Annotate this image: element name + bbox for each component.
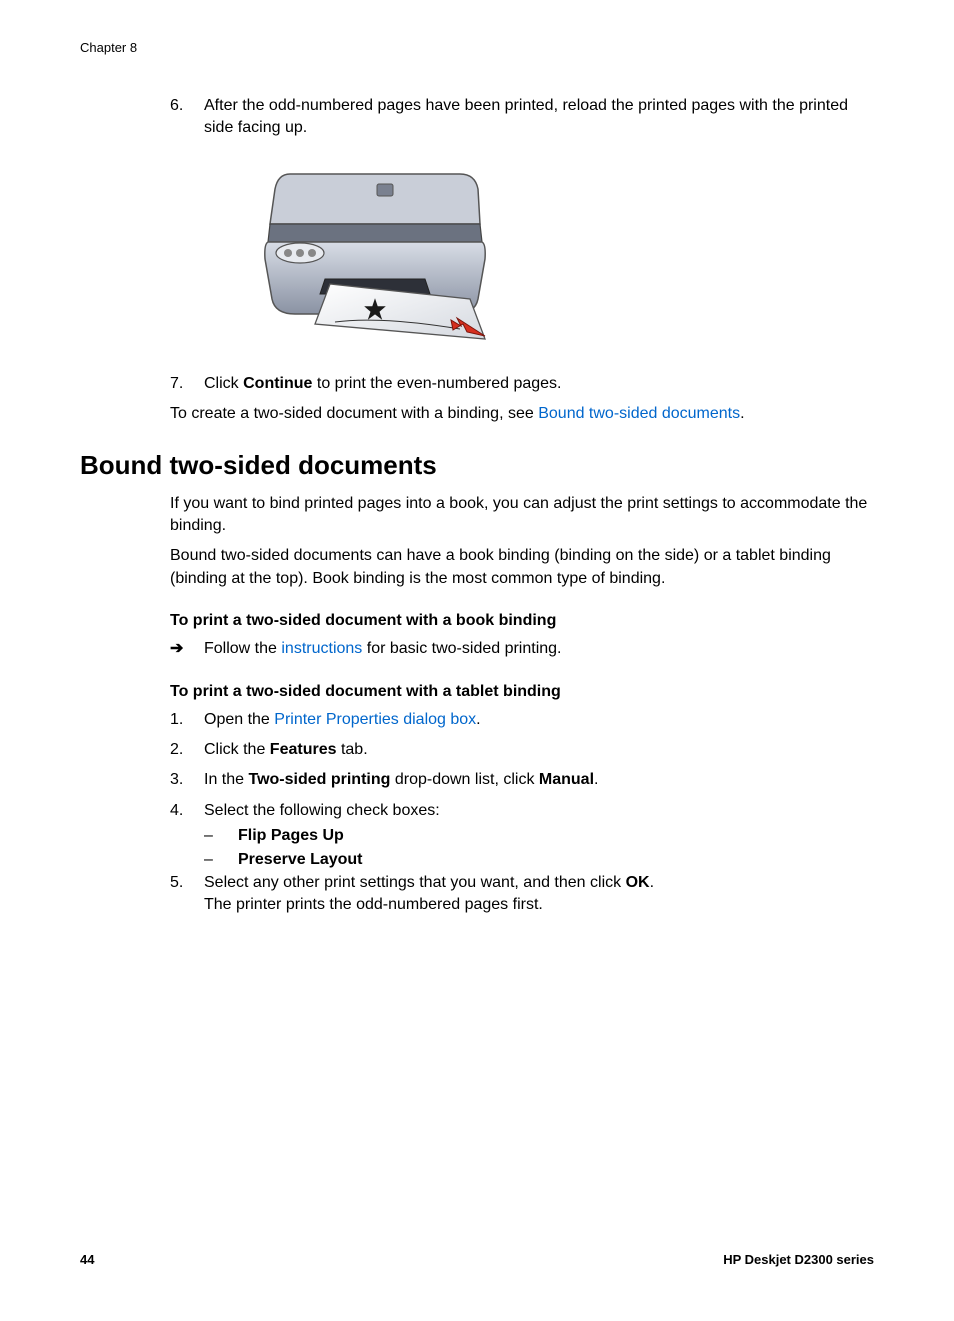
text: In the [204, 771, 248, 788]
text: Click the [204, 741, 270, 758]
tablet-binding-heading: To print a two-sided document with a tab… [170, 683, 874, 701]
step-number: 1. [170, 709, 204, 731]
bold-text: Continue [243, 375, 312, 392]
option-label: Flip Pages Up [238, 824, 344, 848]
step-text: Select any other print settings that you… [204, 872, 874, 917]
section-p1: If you want to bind printed pages into a… [170, 493, 874, 538]
checkbox-option: – Flip Pages Up [204, 824, 874, 848]
page-number: 44 [80, 1252, 94, 1267]
text: . [476, 711, 480, 728]
bold-text: OK [626, 874, 650, 891]
text: drop-down list, click [390, 771, 539, 788]
step-7: 7. Click Continue to print the even-numb… [170, 373, 874, 395]
text: to print the even-numbered pages. [312, 375, 561, 392]
page-footer: 44 HP Deskjet D2300 series [80, 1252, 874, 1267]
text: Open the [204, 711, 274, 728]
step-number: 6. [170, 95, 204, 140]
step-number: 7. [170, 373, 204, 395]
step-6: 6. After the odd-numbered pages have bee… [170, 95, 874, 140]
text: Follow the [204, 640, 281, 657]
dash: – [204, 824, 238, 848]
tablet-step-1: 1. Open the Printer Properties dialog bo… [170, 709, 874, 731]
tablet-step-5: 5. Select any other print settings that … [170, 872, 874, 917]
step-text: Click the Features tab. [204, 739, 874, 761]
link-paragraph: To create a two-sided document with a bi… [170, 403, 874, 425]
bold-text: Manual [539, 771, 594, 788]
text: The printer prints the odd-numbered page… [204, 896, 543, 913]
step-text: Click Continue to print the even-numbere… [204, 373, 874, 395]
text: tab. [337, 741, 368, 758]
text: . [594, 771, 598, 788]
section-p2: Bound two-sided documents can have a boo… [170, 545, 874, 590]
bold-text: Two-sided printing [248, 771, 390, 788]
tablet-step-2: 2. Click the Features tab. [170, 739, 874, 761]
tablet-step-4: 4. Select the following check boxes: [170, 800, 874, 822]
dash: – [204, 848, 238, 872]
checkbox-option: – Preserve Layout [204, 848, 874, 872]
text: Select any other print settings that you… [204, 874, 626, 891]
step-number: 4. [170, 800, 204, 822]
text: . [650, 874, 654, 891]
tablet-step-3: 3. In the Two-sided printing drop-down l… [170, 769, 874, 791]
option-label: Preserve Layout [238, 848, 363, 872]
text: Click [204, 375, 243, 392]
step-text: Follow the instructions for basic two-si… [204, 638, 562, 660]
arrow-icon: ➔ [170, 638, 204, 660]
step-number: 3. [170, 769, 204, 791]
instructions-link[interactable]: instructions [281, 640, 362, 657]
section-heading: Bound two-sided documents [80, 450, 874, 481]
book-step: ➔ Follow the instructions for basic two-… [170, 638, 874, 660]
step-number: 5. [170, 872, 204, 917]
step-number: 2. [170, 739, 204, 761]
bold-text: Features [270, 741, 337, 758]
book-binding-heading: To print a two-sided document with a boo… [170, 612, 874, 630]
checkbox-list: – Flip Pages Up – Preserve Layout [204, 824, 874, 872]
step-text: After the odd-numbered pages have been p… [204, 95, 874, 140]
step-text: In the Two-sided printing drop-down list… [204, 769, 874, 791]
text: To create a two-sided document with a bi… [170, 405, 538, 422]
chapter-label: Chapter 8 [80, 40, 874, 55]
bound-docs-link[interactable]: Bound two-sided documents [538, 405, 740, 422]
step-text: Open the Printer Properties dialog box. [204, 709, 874, 731]
text: for basic two-sided printing. [362, 640, 561, 657]
product-name: HP Deskjet D2300 series [723, 1252, 874, 1267]
step-text: Select the following check boxes: [204, 800, 874, 822]
text: . [740, 405, 744, 422]
printer-properties-link[interactable]: Printer Properties dialog box [274, 711, 476, 728]
printer-illustration [230, 164, 874, 349]
